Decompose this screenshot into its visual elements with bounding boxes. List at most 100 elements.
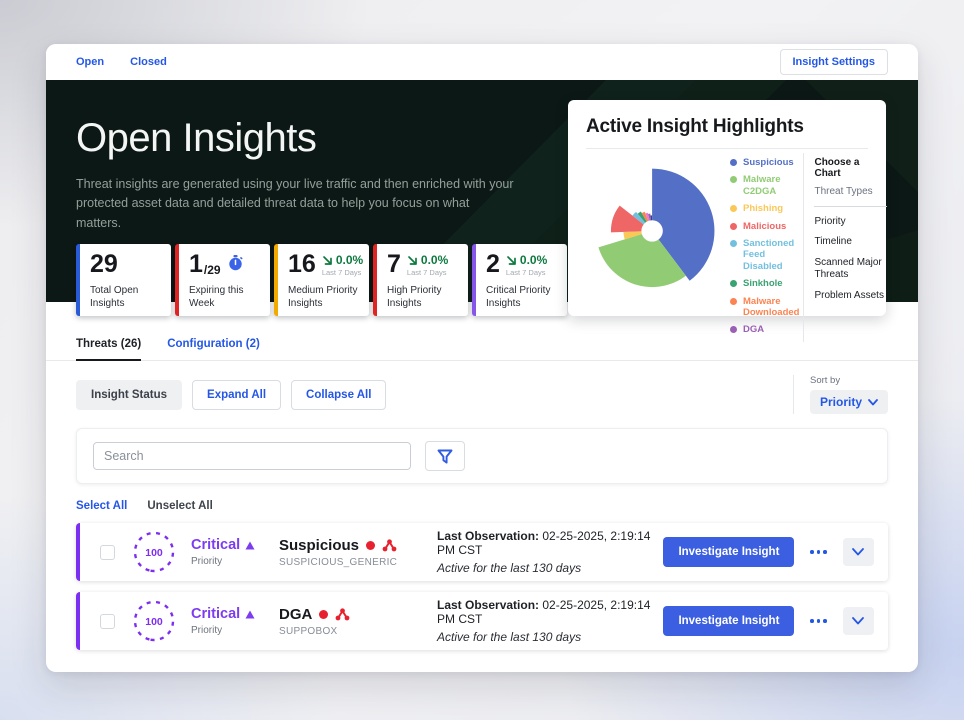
stat-label: Total Open Insights bbox=[90, 284, 139, 309]
stat-card-critical-priority[interactable]: 2 0.0% Last 7 Days Critical Priority Ins… bbox=[472, 244, 567, 316]
stat-value: 2 bbox=[486, 250, 500, 278]
legend-swatch bbox=[730, 297, 737, 305]
search-input[interactable] bbox=[93, 442, 411, 470]
svg-text:100: 100 bbox=[145, 547, 163, 559]
legend-item[interactable]: DGA bbox=[730, 324, 799, 335]
more-actions-icon[interactable] bbox=[810, 619, 827, 623]
stat-value: 7 bbox=[387, 250, 401, 278]
priority-caption: Priority bbox=[191, 625, 223, 636]
legend-swatch bbox=[730, 280, 737, 288]
investigate-insight-button[interactable]: Investigate Insight bbox=[663, 537, 795, 567]
highlights-title: Active Insight Highlights bbox=[586, 116, 804, 137]
legend-item[interactable]: Malware Downloaded bbox=[730, 296, 799, 319]
expand-row-button[interactable] bbox=[842, 607, 874, 635]
topbar: Open Closed Insight Settings bbox=[46, 44, 918, 80]
legend-item[interactable]: Malicious bbox=[730, 221, 799, 232]
chevron-down-icon bbox=[852, 548, 865, 556]
active-duration: Active for the last 130 days bbox=[437, 630, 582, 644]
more-actions-icon[interactable] bbox=[810, 550, 827, 554]
chevron-down-icon bbox=[868, 398, 878, 405]
trend-caption: Last 7 Days bbox=[321, 268, 362, 277]
active-insight-highlights-card: Active Insight Highlights Suspicious Mal… bbox=[568, 100, 888, 342]
divider bbox=[586, 148, 868, 149]
observation-value: 02-25-2025, 2:19:14 PM CST bbox=[437, 598, 651, 626]
legend-label: Suspicious bbox=[743, 157, 794, 168]
chart-option-threat-types[interactable]: Threat Types bbox=[814, 186, 888, 207]
priority-accent-bar bbox=[76, 523, 80, 581]
expand-row-button[interactable] bbox=[842, 538, 874, 566]
trend-down-icon bbox=[322, 256, 332, 265]
filter-funnel-icon bbox=[437, 449, 453, 464]
legend-item[interactable]: Malware C2DGA bbox=[730, 174, 799, 197]
trend-value: 0.0% bbox=[335, 253, 364, 267]
priority-value: Critical bbox=[191, 537, 241, 553]
svg-text:100: 100 bbox=[145, 616, 163, 628]
chart-option-priority[interactable]: Priority bbox=[814, 215, 846, 227]
stat-value: 1 bbox=[189, 250, 203, 278]
legend-item[interactable]: Sanctioned Feed Disabled bbox=[730, 238, 799, 272]
legend-item[interactable]: Phishing bbox=[730, 203, 799, 214]
legend-swatch bbox=[730, 159, 737, 166]
investigate-insight-button[interactable]: Investigate Insight bbox=[663, 606, 795, 636]
stopwatch-icon bbox=[228, 255, 243, 271]
insight-row-suspicious: 100 Critical Priority Suspicious SUSPICI… bbox=[76, 523, 888, 581]
select-all-link[interactable]: Select All bbox=[76, 500, 128, 512]
insight-settings-button[interactable]: Insight Settings bbox=[779, 49, 888, 75]
stats-row: 29 Total Open Insights 1 /29 Expiring th… bbox=[76, 244, 572, 316]
chart-option-problem-assets[interactable]: Problem Assets bbox=[814, 289, 884, 301]
triangle-up-icon bbox=[245, 541, 255, 549]
sort-by-label: Sort by bbox=[809, 375, 841, 386]
observation-value: 02-25-2025, 2:19:14 PM CST bbox=[437, 529, 651, 557]
sort-value: Priority bbox=[819, 395, 862, 409]
observation-label: Last Observation: bbox=[437, 529, 540, 543]
stat-card-high-priority[interactable]: 7 0.0% Last 7 Days High Priority Insight… bbox=[373, 244, 468, 316]
legend-item[interactable]: Sinkhole bbox=[730, 278, 799, 289]
insight-row-dga: 100 Critical Priority DGA SUPPOBOX Last … bbox=[76, 592, 888, 650]
trend-down-icon bbox=[507, 256, 516, 265]
observation-column: Last Observation: 02-25-2025, 2:19:14 PM… bbox=[437, 529, 663, 575]
threat-subtitle: SUPPOBOX bbox=[279, 625, 338, 637]
tab-threats[interactable]: Threats (26) bbox=[76, 338, 142, 361]
search-panel bbox=[76, 428, 888, 484]
stat-value: 16 bbox=[288, 250, 316, 278]
main-panel: Open Closed Insight Settings Open Insigh… bbox=[46, 44, 918, 672]
legend-label: Malware Downloaded bbox=[743, 295, 800, 318]
trend-down-icon bbox=[408, 256, 417, 265]
stat-card-total-open[interactable]: 29 Total Open Insights bbox=[76, 244, 171, 316]
observation-label: Last Observation: bbox=[437, 598, 540, 612]
hero-section: Open Insights Threat insights are genera… bbox=[46, 80, 918, 342]
legend-label: Malware C2DGA bbox=[743, 174, 781, 197]
threat-network-icon bbox=[382, 538, 397, 551]
threat-types-chart[interactable] bbox=[586, 153, 726, 305]
trend-value: 0.0% bbox=[420, 253, 449, 267]
tab-configuration[interactable]: Configuration (2) bbox=[167, 338, 260, 350]
page-title: Open Insights bbox=[76, 116, 317, 160]
active-duration: Active for the last 130 days bbox=[437, 561, 582, 575]
tab-closed[interactable]: Closed bbox=[130, 56, 167, 68]
tab-open[interactable]: Open bbox=[76, 56, 105, 68]
legend-item[interactable]: Suspicious bbox=[730, 157, 799, 168]
chart-option-scanned-major-threats[interactable]: Scanned Major Threats bbox=[814, 256, 882, 281]
collapse-all-button[interactable]: Collapse All bbox=[291, 379, 387, 410]
filter-button[interactable] bbox=[425, 441, 465, 471]
sort-dropdown[interactable]: Priority bbox=[809, 390, 888, 414]
trend-caption: Last 7 Days bbox=[505, 268, 546, 277]
threat-network-icon bbox=[335, 607, 350, 620]
legend-label: Sanctioned Feed Disabled bbox=[743, 237, 795, 272]
stat-label: Medium Priority Insights bbox=[288, 285, 358, 309]
stat-card-medium-priority[interactable]: 16 0.0% Last 7 Days Medium Priority Insi… bbox=[274, 244, 369, 316]
risk-score-gauge: 100 bbox=[133, 531, 175, 573]
insight-status-button[interactable]: Insight Status bbox=[76, 379, 183, 410]
expand-all-button[interactable]: Expand All bbox=[192, 379, 282, 410]
legend-swatch bbox=[730, 239, 737, 247]
unselect-all-link[interactable]: Unselect All bbox=[147, 500, 213, 512]
legend-swatch bbox=[730, 326, 737, 334]
toolbar: Insight Status Expand All Collapse All S… bbox=[46, 375, 918, 414]
stat-card-expiring[interactable]: 1 /29 Expiring this Week bbox=[175, 244, 270, 316]
chart-option-timeline[interactable]: Timeline bbox=[814, 236, 852, 247]
legend-swatch bbox=[730, 222, 737, 230]
row-checkbox[interactable] bbox=[100, 613, 115, 629]
priority-value: Critical bbox=[191, 606, 241, 622]
triangle-up-icon bbox=[245, 610, 255, 618]
row-checkbox[interactable] bbox=[100, 544, 115, 560]
